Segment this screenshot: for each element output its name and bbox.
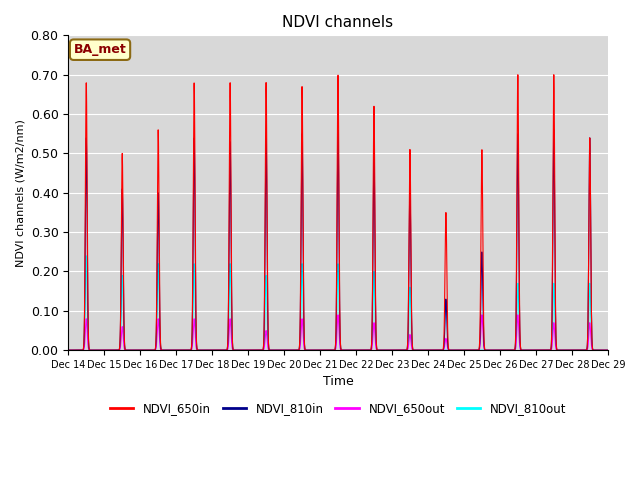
Title: NDVI channels: NDVI channels — [282, 15, 394, 30]
Text: BA_met: BA_met — [74, 43, 127, 56]
NDVI_650out — [467, 348, 475, 353]
Line: NDVI_810out: NDVI_810out — [68, 256, 608, 350]
NDVI_810out — [83, 253, 90, 259]
NDVI_650in — [271, 348, 278, 353]
NDVI_810out — [467, 348, 475, 353]
NDVI_810out — [65, 348, 72, 353]
NDVI_810out — [441, 348, 449, 353]
NDVI_650in — [508, 348, 516, 353]
NDVI_650out — [415, 348, 423, 353]
Line: NDVI_650out: NDVI_650out — [68, 315, 608, 350]
NDVI_810in — [550, 127, 557, 132]
Line: NDVI_810in: NDVI_810in — [68, 130, 608, 350]
NDVI_650in — [415, 348, 423, 353]
NDVI_650in — [163, 348, 170, 353]
NDVI_810in — [460, 348, 468, 353]
NDVI_650out — [604, 348, 612, 353]
NDVI_810in — [271, 348, 278, 353]
NDVI_650in — [604, 348, 612, 353]
NDVI_650in — [65, 348, 72, 353]
NDVI_650out — [65, 348, 72, 353]
NDVI_650in — [550, 72, 557, 78]
NDVI_810in — [415, 348, 423, 353]
NDVI_650out — [271, 348, 278, 353]
NDVI_810out — [415, 348, 423, 353]
NDVI_810in — [65, 348, 72, 353]
NDVI_810out — [388, 348, 396, 353]
NDVI_650out — [514, 312, 522, 318]
NDVI_650in — [467, 348, 475, 353]
NDVI_650in — [388, 348, 396, 353]
Legend: NDVI_650in, NDVI_810in, NDVI_650out, NDVI_810out: NDVI_650in, NDVI_810in, NDVI_650out, NDV… — [105, 397, 571, 420]
NDVI_650out — [508, 348, 516, 353]
NDVI_810in — [467, 348, 475, 353]
NDVI_810in — [508, 348, 516, 353]
NDVI_810in — [163, 348, 170, 353]
NDVI_810out — [604, 348, 612, 353]
NDVI_810in — [388, 348, 396, 353]
NDVI_650out — [163, 348, 170, 353]
NDVI_650out — [388, 348, 396, 353]
Line: NDVI_650in: NDVI_650in — [68, 75, 608, 350]
NDVI_810in — [604, 348, 612, 353]
NDVI_810out — [271, 348, 278, 353]
Y-axis label: NDVI channels (W/m2/nm): NDVI channels (W/m2/nm) — [15, 119, 25, 267]
X-axis label: Time: Time — [323, 375, 353, 388]
NDVI_810out — [508, 348, 516, 353]
NDVI_810out — [163, 348, 170, 353]
